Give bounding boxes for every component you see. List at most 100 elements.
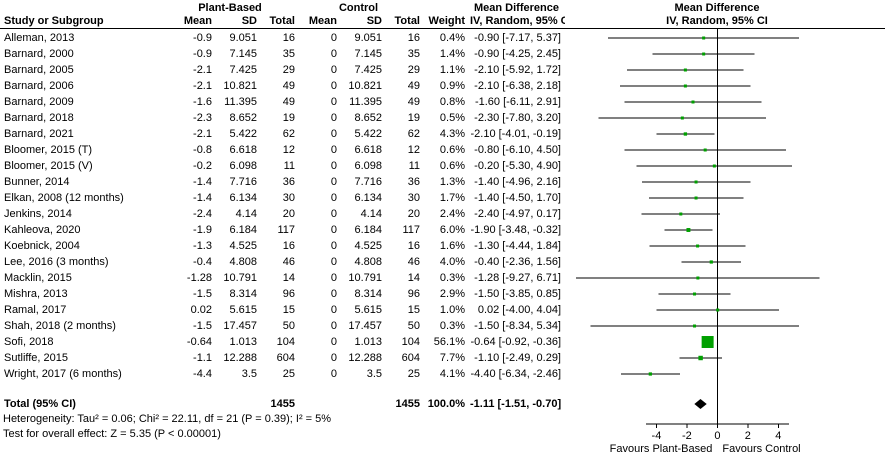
effect-square xyxy=(716,308,720,312)
effect-square xyxy=(702,52,706,56)
total-mean1-empty xyxy=(172,396,217,412)
weight-value: 6.0% xyxy=(439,224,465,236)
study-label: Jenkins, 2014 xyxy=(4,208,72,220)
total-sd1-empty xyxy=(217,396,262,412)
sd2-value: 6.184 xyxy=(354,224,382,236)
favours-right-label: Favours Control xyxy=(722,443,800,455)
total2-value: 604 xyxy=(401,352,420,364)
study-row: Barnard, 2021 -2.1 5.422 62 0 5.422 62 4.3% -2.1… xyxy=(0,126,565,142)
study-label: Macklin, 2015 xyxy=(4,272,72,284)
sd1-value: 6.184 xyxy=(229,224,257,236)
total1-value: 36 xyxy=(282,176,295,188)
weight-value: 0.6% xyxy=(439,144,465,156)
study-row: Sofi, 2018 -0.64 1.013 104 0 1.013 104 56.1% -0.… xyxy=(0,334,565,350)
overall-effect-text: Test for overall effect: Z = 5.35 (P < 0… xyxy=(3,428,221,440)
ci-text: -1.40 [-4.50, 1.70] xyxy=(474,192,561,204)
study-label: Alleman, 2013 xyxy=(4,32,75,44)
effect-square xyxy=(694,196,698,200)
total2-value: 50 xyxy=(407,320,420,332)
ci-text: -2.40 [-4.97, 0.17] xyxy=(474,208,561,220)
mean1-column-header: Mean xyxy=(183,15,212,27)
mean1-value: -1.5 xyxy=(193,320,212,332)
mean2-column-header: Mean xyxy=(308,15,337,27)
sd1-value: 6.134 xyxy=(229,192,257,204)
weight-column-header: Weight xyxy=(428,15,465,27)
weight-value: 1.0% xyxy=(439,304,465,316)
sd2-value: 12.288 xyxy=(348,352,382,364)
sd2-value: 10.791 xyxy=(348,272,382,284)
effect-square xyxy=(703,148,707,152)
mean1-value: -0.8 xyxy=(193,144,212,156)
study-label: Koebnick, 2004 xyxy=(4,240,80,252)
effect-square xyxy=(679,212,683,216)
total2-value: 29 xyxy=(407,64,420,76)
mean2-value: 0 xyxy=(330,192,337,204)
weight-value: 0.9% xyxy=(439,80,465,92)
study-label: Bloomer, 2015 (T) xyxy=(4,144,93,156)
study-row: Kahleova, 2020 -1.9 6.184 117 0 6.184 117 6.0% -… xyxy=(0,222,565,238)
sd2-value: 7.716 xyxy=(354,176,382,188)
sd2-value: 10.821 xyxy=(348,80,382,92)
favours-left-label: Favours Plant-Based xyxy=(610,443,713,455)
study-label: Ramal, 2017 xyxy=(4,304,67,316)
effect-square xyxy=(680,116,684,120)
ci-text: -0.20 [-5.30, 4.90] xyxy=(474,160,561,172)
effect-square xyxy=(698,355,703,361)
effect-square xyxy=(683,84,687,88)
study-row: Barnard, 2006 -2.1 10.821 49 0 10.821 49 0.9% -2… xyxy=(0,78,565,94)
mean1-value: -0.9 xyxy=(193,32,212,44)
effect-square xyxy=(683,68,687,72)
study-row: Bunner, 2014 -1.4 7.716 36 0 7.716 36 1.3% -1.40… xyxy=(0,174,565,190)
total2-value: 30 xyxy=(407,192,420,204)
forest-graph: -4 -2 0 2 4 Favours Plant-Based Favours Contro… xyxy=(576,29,820,455)
sd1-column-header: SD xyxy=(241,15,257,27)
study-row: Barnard, 2000 -0.9 7.145 35 0 7.145 35 1.4% -0.9… xyxy=(0,46,565,62)
sd2-value: 3.5 xyxy=(366,368,382,380)
sd1-value: 5.615 xyxy=(229,304,257,316)
sd2-value: 4.14 xyxy=(360,208,382,220)
total2-value: 62 xyxy=(407,128,420,140)
sd1-value: 6.098 xyxy=(229,160,257,172)
mean2-value: 0 xyxy=(330,240,337,252)
ci-text: -1.50 [-8.34, 5.34] xyxy=(474,320,561,332)
mean-difference-text-header: Mean Difference xyxy=(474,2,559,14)
weight-value: 0.4% xyxy=(439,32,465,44)
sd1-value: 7.716 xyxy=(229,176,257,188)
weight-value: 2.9% xyxy=(439,288,465,300)
ci-text: -4.40 [-6.34, -2.46] xyxy=(470,368,562,380)
total-sd2-empty xyxy=(342,396,387,412)
total1-value: 14 xyxy=(282,272,295,284)
weight-value: 0.6% xyxy=(439,160,465,172)
sd2-value: 4.808 xyxy=(354,256,382,268)
ci-text: -1.50 [-3.85, 0.85] xyxy=(474,288,561,300)
total2-value: 36 xyxy=(407,176,420,188)
axis-tick-label: -4 xyxy=(652,430,662,442)
study-row: Shah, 2018 (2 months) -1.5 17.457 50 0 17.457… xyxy=(0,318,565,334)
study-row: Lee, 2016 (3 months) -0.4 4.808 46 0 4.808 46 4… xyxy=(0,254,565,270)
total1-value: 604 xyxy=(276,352,295,364)
sd1-value: 4.808 xyxy=(229,256,257,268)
ci-text: -0.64 [-0.92, -0.36] xyxy=(470,336,562,348)
total1-value: 96 xyxy=(282,288,295,300)
mean2-value: 0 xyxy=(330,304,337,316)
effect-square xyxy=(702,36,706,40)
study-column-header: Study or Subgroup xyxy=(4,15,104,27)
mean1-value: -1.9 xyxy=(193,224,212,236)
axis-tick-label: -2 xyxy=(682,430,692,442)
mean2-value: 0 xyxy=(330,64,337,76)
axis-tick-label: 2 xyxy=(745,430,751,442)
effect-square xyxy=(694,180,698,184)
total1-value: 49 xyxy=(282,96,295,108)
heterogeneity-text: Heterogeneity: Tau² = 0.06; Chi² = 22.11… xyxy=(3,413,332,425)
sd2-column-header: SD xyxy=(366,15,382,27)
sd2-value: 8.652 xyxy=(354,112,382,124)
mean2-value: 0 xyxy=(330,320,337,332)
total2-value: 14 xyxy=(407,272,420,284)
study-row: Alleman, 2013 -0.9 9.051 16 0 9.051 16 0.4% -0.9… xyxy=(0,30,565,46)
mean-difference-plot-header: Mean Difference xyxy=(674,2,760,14)
total2-value: 49 xyxy=(407,96,420,108)
sd1-value: 6.618 xyxy=(229,144,257,156)
total1-value: 35 xyxy=(282,48,295,60)
mean2-value: 0 xyxy=(330,176,337,188)
